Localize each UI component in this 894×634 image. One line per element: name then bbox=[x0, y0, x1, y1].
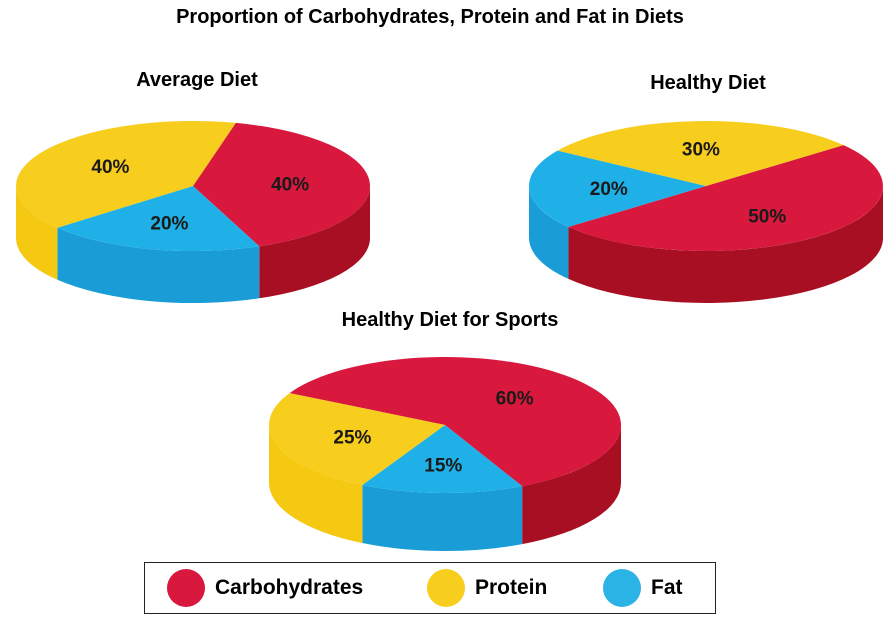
pie-side-carbohydrates bbox=[522, 425, 621, 545]
legend-label-protein: Protein bbox=[475, 576, 548, 599]
pie-slice-carbohydrates bbox=[193, 122, 370, 247]
chart-main-title: Proportion of Carbohydrates, Protein and… bbox=[176, 6, 684, 28]
slice-label-protein: 40% bbox=[91, 157, 129, 178]
pie-slice-protein bbox=[15, 120, 236, 228]
slice-label-protein: 25% bbox=[333, 428, 371, 449]
pie-side-protein bbox=[269, 425, 363, 544]
slice-label-protein: 30% bbox=[682, 139, 720, 160]
legend-label-carbohydrates: Carbohydrates bbox=[215, 576, 364, 599]
pie-labels: 50% 20% 30% bbox=[590, 139, 787, 227]
slice-label-carbohydrates: 50% bbox=[748, 206, 786, 227]
pie-tops bbox=[269, 356, 621, 494]
pie-title: Healthy Diet for Sports bbox=[342, 309, 559, 331]
pie-labels: 40% 20% 40% bbox=[91, 157, 309, 235]
pie-title: Average Diet bbox=[136, 69, 258, 91]
pie-side-fat bbox=[529, 186, 569, 279]
pie-tops bbox=[529, 121, 883, 251]
pie-average-diet: 40% 20% 40% Average Diet bbox=[15, 69, 370, 303]
pie-labels: 60% 15% 25% bbox=[333, 389, 533, 477]
pie-slice-carbohydrates bbox=[289, 356, 621, 487]
pie-slice-fat bbox=[362, 425, 523, 494]
legend-item-protein: Protein bbox=[427, 569, 547, 607]
slice-label-fat: 15% bbox=[424, 455, 462, 476]
pie-side-protein bbox=[16, 186, 58, 280]
pie-sides bbox=[529, 186, 883, 303]
slice-label-fat: 20% bbox=[150, 214, 188, 235]
slice-label-carbohydrates: 40% bbox=[271, 174, 309, 195]
legend-swatch-carbohydrates bbox=[167, 569, 205, 607]
pie-title: Healthy Diet bbox=[650, 72, 766, 94]
pie-healthy-diet-sports: 60% 15% 25% Healthy Diet for Sports bbox=[269, 309, 621, 551]
pie-slice-protein bbox=[557, 121, 844, 186]
legend-swatch-protein bbox=[427, 569, 465, 607]
legend-swatch-fat bbox=[603, 569, 641, 607]
pie-sides bbox=[269, 425, 621, 551]
pie-sides bbox=[16, 186, 370, 303]
pie-side-carbohydrates bbox=[568, 186, 883, 303]
legend: Carbohydrates Protein Fat bbox=[144, 562, 716, 614]
legend-item-fat: Fat bbox=[603, 569, 683, 607]
legend-label-fat: Fat bbox=[651, 576, 683, 599]
pie-charts-svg: 40% 20% 40% Average Diet 50% 20% 30% Healthy D… bbox=[15, 69, 883, 551]
pie-side-fat bbox=[57, 227, 260, 303]
pie-tops bbox=[15, 120, 370, 251]
pie-slice-fat bbox=[529, 150, 706, 227]
slice-label-fat: 20% bbox=[590, 179, 628, 200]
slice-label-carbohydrates: 60% bbox=[496, 389, 534, 410]
pie-side-fat bbox=[362, 485, 523, 551]
pie-slice-fat bbox=[57, 186, 260, 251]
pie-side-carbohydrates bbox=[259, 186, 370, 299]
pie-healthy-diet: 50% 20% 30% Healthy Diet bbox=[529, 72, 883, 303]
pie-slice-carbohydrates bbox=[568, 145, 883, 251]
legend-item-carbohydrates: Carbohydrates bbox=[167, 569, 363, 607]
pie-slice-protein bbox=[269, 393, 445, 486]
